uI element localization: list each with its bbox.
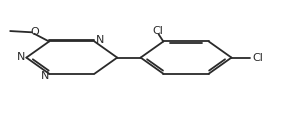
Text: N: N	[17, 52, 25, 62]
Text: Cl: Cl	[252, 53, 263, 63]
Text: N: N	[40, 71, 49, 81]
Text: Cl: Cl	[153, 26, 163, 36]
Text: O: O	[31, 27, 40, 37]
Text: N: N	[96, 35, 104, 45]
